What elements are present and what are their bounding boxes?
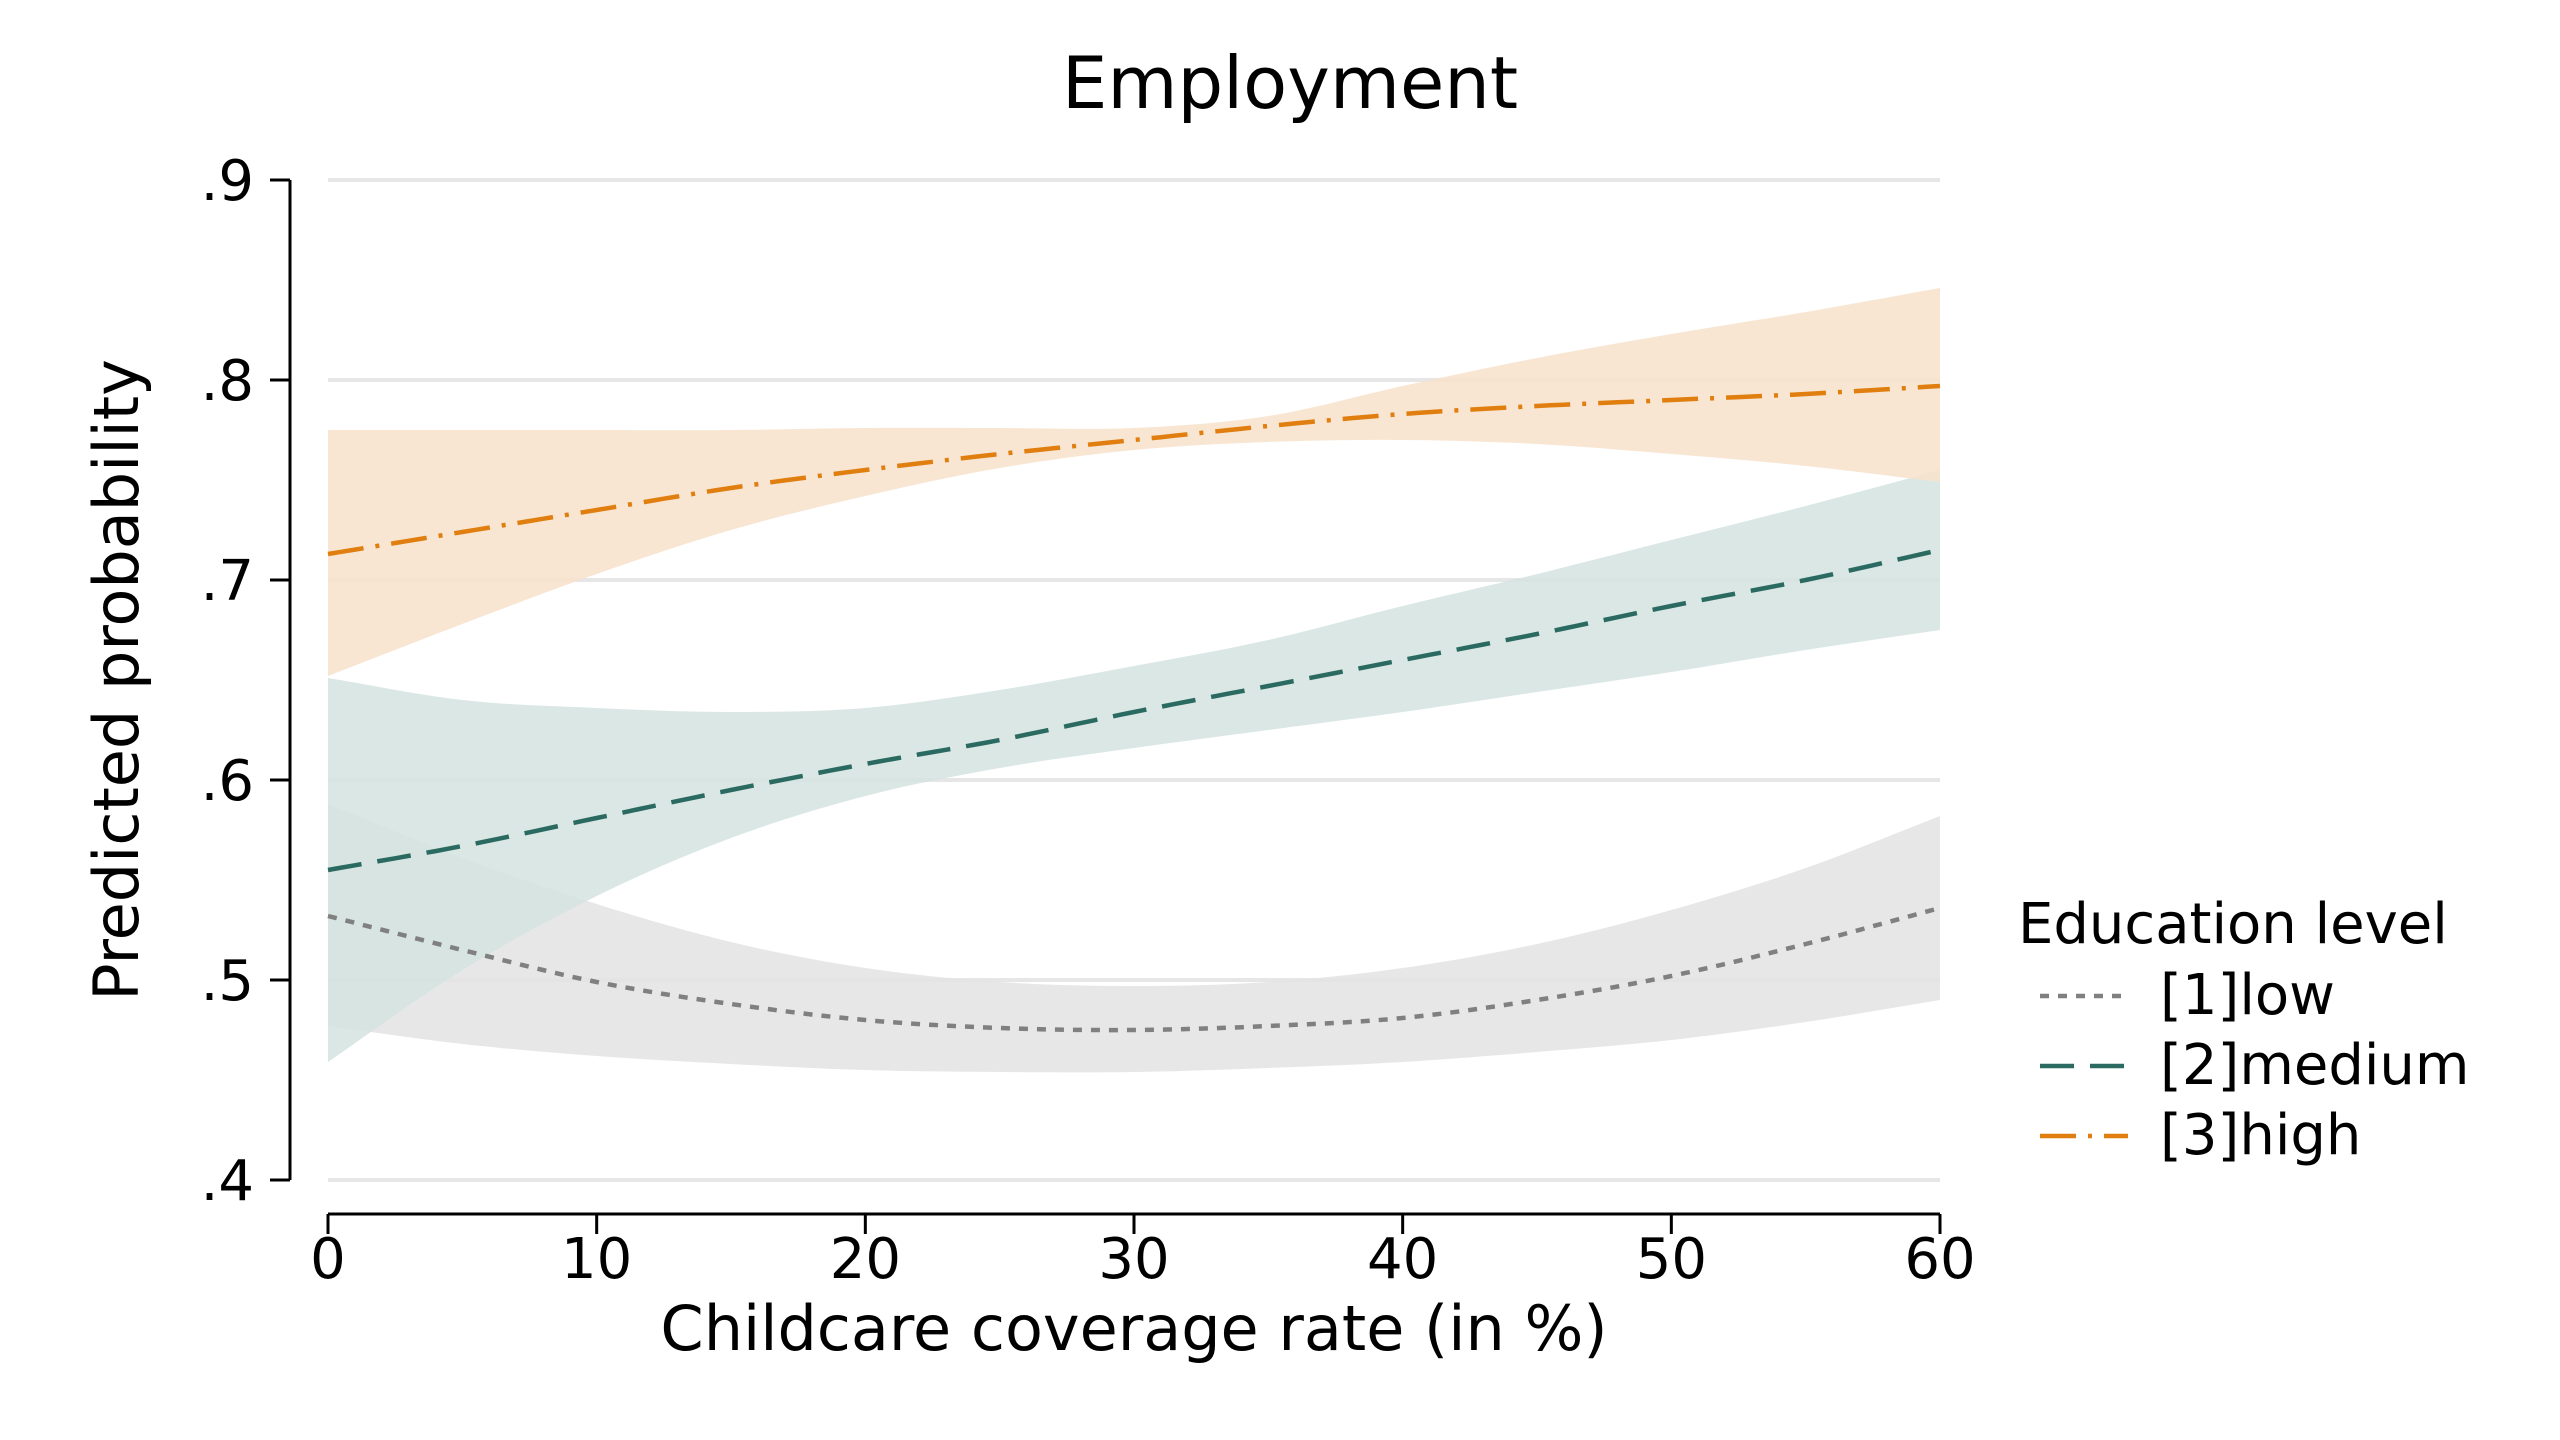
x-axis-title: Childcare coverage rate (in %) xyxy=(660,1292,1607,1365)
legend-label-3-high: [3]high xyxy=(2160,1103,2361,1168)
x-tick-label-1: 10 xyxy=(561,1227,632,1292)
y-tick-label-0: .4 xyxy=(201,1149,254,1214)
chart-title: Employment xyxy=(1062,41,1518,125)
x-axis-ticks: 0 10 20 30 40 50 60 xyxy=(310,1214,1976,1292)
y-axis-title: Predicted probability xyxy=(80,359,153,1001)
ci-band-2-medium xyxy=(328,470,1940,1062)
series-lines xyxy=(327,383,1941,1033)
legend: Education level [1]low[2]medium[3]high xyxy=(2018,892,2469,1168)
x-tick-label-2: 20 xyxy=(830,1227,901,1292)
legend-label-1-low: [1]low xyxy=(2160,963,2335,1028)
x-tick-label-6: 60 xyxy=(1904,1227,1975,1292)
ci-band-3-high xyxy=(328,288,1940,676)
y-tick-label-5: .9 xyxy=(201,149,254,214)
x-tick-label-5: 50 xyxy=(1636,1227,1707,1292)
y-tick-label-4: .8 xyxy=(201,349,254,414)
y-tick-label-2: .6 xyxy=(201,749,254,814)
legend-title: Education level xyxy=(2018,892,2448,957)
confidence-bands xyxy=(328,288,1940,1073)
x-tick-label-3: 30 xyxy=(1098,1227,1169,1292)
y-axis-ticks: .4 .5 .6 .7 .8 .9 xyxy=(201,149,290,1214)
y-tick-label-1: .5 xyxy=(201,949,254,1014)
x-tick-label-4: 40 xyxy=(1367,1227,1438,1292)
x-tick-label-0: 0 xyxy=(310,1227,346,1292)
series-line-2-medium xyxy=(327,547,1941,873)
series-line-1-low xyxy=(327,905,1941,1033)
series-line-3-high xyxy=(327,383,1941,557)
y-tick-label-3: .7 xyxy=(201,549,254,614)
ci-band-1-low xyxy=(328,804,1940,1073)
legend-label-2-medium: [2]medium xyxy=(2160,1033,2469,1098)
